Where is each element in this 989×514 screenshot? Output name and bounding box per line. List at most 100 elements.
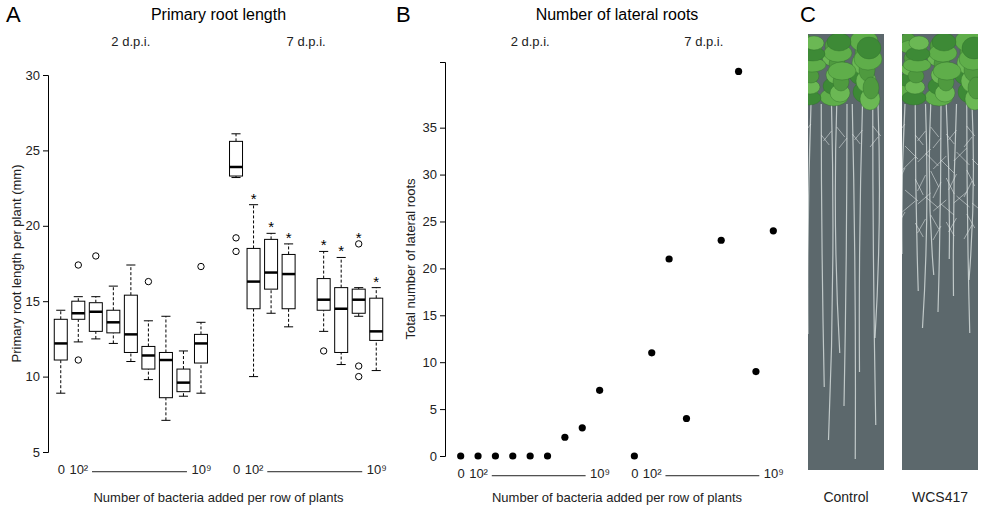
point (648, 349, 655, 356)
median (265, 271, 278, 274)
whisker-cap-low (372, 370, 381, 371)
outlier (75, 357, 81, 363)
photo-label: Control (823, 489, 868, 505)
x-tick-label: 10⁹ (764, 466, 784, 481)
y-tick-mark (440, 221, 445, 222)
roots (808, 104, 881, 459)
box-body (72, 301, 85, 319)
box (159, 316, 172, 420)
whisker-cap-low (74, 341, 83, 342)
leaves (808, 34, 882, 110)
median (352, 298, 365, 301)
y-tick-mark (440, 128, 445, 129)
chart-title: Primary root length (151, 6, 286, 23)
y-tick-mark (440, 315, 445, 316)
group-label: 2 d.p.i. (511, 34, 550, 49)
root (875, 104, 879, 338)
significance-label: * (356, 229, 362, 246)
whisker-cap-low (196, 393, 205, 394)
y-tick: 15 (26, 294, 48, 309)
box-body (317, 279, 330, 311)
y-tick-label: 5 (430, 402, 437, 417)
whisker-high (183, 351, 184, 369)
y-tick-mark (43, 150, 48, 151)
lateral-root (821, 135, 829, 145)
x-tick: 10² (69, 462, 88, 477)
lateral-root (933, 226, 941, 240)
lateral-root (941, 160, 954, 173)
labels: ******* (251, 190, 380, 290)
significance-label: * (251, 190, 257, 207)
whisker-cap-low (231, 177, 240, 178)
root (829, 104, 833, 440)
outlier (356, 363, 362, 369)
box (72, 262, 85, 363)
whisker-cap-low (109, 343, 118, 344)
whisker-high (95, 297, 96, 303)
x-tick-label: 10⁹ (590, 466, 610, 481)
panel-letter: B (396, 2, 411, 27)
root (844, 104, 847, 406)
lateral-root (931, 127, 939, 137)
lateral-root (902, 168, 905, 184)
median (282, 273, 295, 276)
outlier (233, 235, 239, 241)
lateral-root (839, 138, 847, 148)
panel-letter: C (800, 2, 816, 27)
figure: APrimary root length51015202530Primary r… (0, 0, 989, 514)
lateral-root (933, 182, 941, 198)
marks (54, 134, 382, 421)
whisker-low (341, 352, 342, 364)
box-body (54, 319, 67, 360)
median (317, 298, 330, 301)
x-tick: 0 (233, 462, 240, 477)
box (194, 263, 207, 393)
lateral-root (964, 225, 972, 239)
lateral-root (949, 174, 957, 190)
whisker-high (148, 321, 149, 347)
whisker-cap-high (126, 265, 135, 266)
y-tick-mark (43, 75, 48, 76)
leaf (857, 37, 881, 59)
point (718, 237, 725, 244)
whisker-high (341, 257, 342, 287)
whisker-cap-high (161, 316, 170, 317)
y-tick-label: 10 (423, 355, 437, 370)
significance-label: * (321, 236, 327, 253)
whisker-cap-low (354, 316, 363, 317)
x-tick-label: 0 (458, 466, 465, 481)
leaf (909, 36, 929, 50)
point (561, 434, 568, 441)
x-tick: 10⁹ (367, 462, 387, 477)
lateral-root (964, 181, 972, 197)
point (631, 452, 638, 459)
y-tick: 25 (423, 214, 445, 229)
whisker-cap-low (161, 420, 170, 421)
x-tick: 10⁹ (191, 462, 211, 477)
leaf (933, 62, 961, 80)
outlier (93, 253, 99, 259)
median (335, 307, 348, 310)
chart-title: Number of lateral roots (536, 6, 699, 23)
y-tick-mark (440, 409, 445, 410)
y-axis-line (43, 76, 49, 453)
y-tick: 20 (423, 261, 445, 276)
panel: APrimary root length51015202530Primary r… (6, 2, 387, 505)
x-tick-label: 0 (631, 466, 638, 481)
marks (457, 68, 777, 460)
group-label: 2 d.p.i. (111, 34, 150, 49)
box-body (370, 298, 383, 340)
point (666, 255, 673, 262)
y-tick-label: 25 (26, 143, 40, 158)
y-tick: 15 (423, 308, 445, 323)
box-body (159, 352, 172, 397)
y-axis-title: Total number of lateral roots (403, 178, 418, 340)
x-tick-label: 0 (233, 462, 240, 477)
median (89, 311, 102, 314)
point (474, 452, 481, 459)
box (282, 244, 295, 327)
significance-label: * (286, 229, 292, 246)
box-body (352, 289, 365, 313)
box (247, 205, 260, 377)
box (142, 278, 155, 379)
